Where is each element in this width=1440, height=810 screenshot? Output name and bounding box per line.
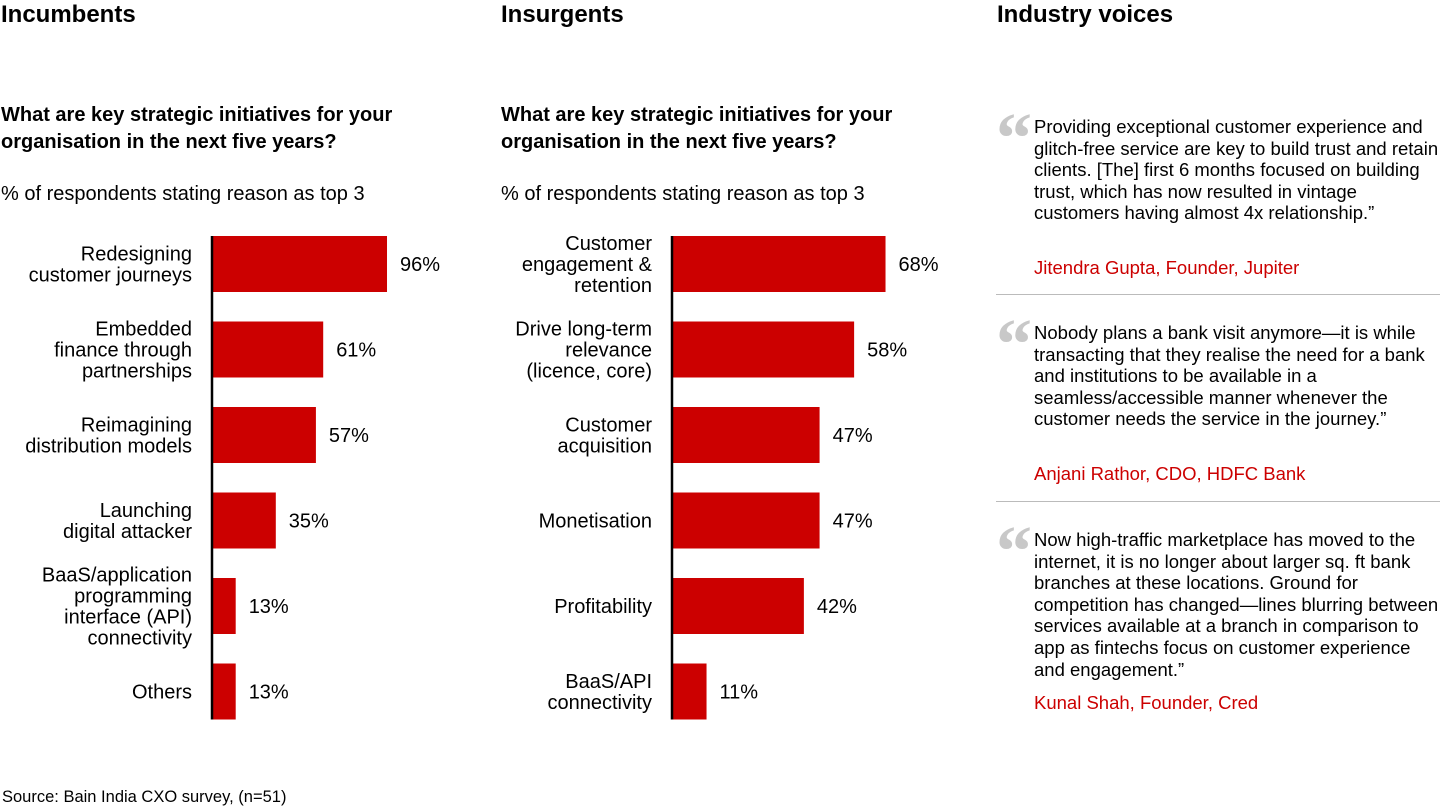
value-label: 57% [329, 425, 369, 447]
category-label-line: programming [74, 586, 192, 608]
category-label-line: BaaS/API [565, 671, 652, 693]
category-label-line: (licence, core) [526, 361, 652, 383]
category-label-line: acquisition [557, 436, 652, 458]
category-label-line: Launching [100, 500, 192, 522]
incumbents-title: Incumbents [1, 1, 136, 28]
category-label-line: retention [574, 275, 652, 297]
category-label-line: BaaS/application [42, 565, 192, 587]
category-label-line: digital attacker [63, 521, 192, 543]
category-label-line: Profitability [554, 596, 652, 618]
bar [212, 321, 324, 378]
bar [672, 407, 820, 463]
insurgents-subtitle: % of respondents stating reason as top 3 [501, 183, 865, 205]
bar [672, 663, 707, 720]
category-label: BaaS/API connectivity [548, 671, 653, 714]
value-label: 96% [400, 254, 440, 276]
quote-open-icon: “ [996, 304, 1032, 384]
category-label-line: partnerships [82, 361, 192, 383]
quote-author: Jitendra Gupta, Founder, Jupiter [1034, 257, 1300, 278]
bar [212, 407, 316, 463]
value-label: 47% [833, 425, 873, 447]
incumbents-question: What are key strategic initiatives for y… [1, 104, 393, 153]
category-label-line: Customer [565, 233, 652, 255]
quote-open-icon: “ [996, 98, 1032, 178]
value-label: 68% [899, 254, 939, 276]
quote-divider [996, 501, 1440, 502]
category-label-line: Drive long-term [515, 319, 652, 341]
category-label-line: distribution models [25, 436, 192, 458]
category-label-line: connectivity [88, 628, 193, 650]
bar [672, 236, 886, 292]
quote-text: Providing exceptional customer experienc… [1034, 116, 1439, 224]
bar [212, 492, 276, 549]
category-label-line: Redesigning [81, 244, 192, 266]
category-label: BaaS/application programming interface (AP… [42, 565, 192, 650]
bar [212, 578, 236, 634]
category-label-line: Customer [565, 415, 652, 437]
category-label: Profitability [554, 596, 652, 618]
category-label-line: engagement & [522, 254, 653, 276]
category-label-line: relevance [565, 340, 652, 362]
category-label: Reimagining distribution models [25, 415, 192, 458]
value-label: 13% [249, 682, 289, 704]
incumbents-bar-chart: 96% Redesigning customer journeys 61% Embedd… [25, 236, 440, 720]
industry-voices-title: Industry voices [997, 1, 1174, 28]
category-label-line: Reimagining [81, 415, 192, 437]
quote-open-icon: “ [996, 511, 1032, 591]
bar [672, 492, 820, 549]
quote-divider [996, 294, 1440, 295]
category-label-line: connectivity [548, 692, 653, 714]
category-label: Launching digital attacker [63, 500, 192, 543]
category-label: Customer engagement & retention [522, 233, 653, 297]
incumbents-panel: Incumbents What are key strategic initia… [0, 0, 480, 760]
value-label: 42% [817, 596, 857, 618]
insurgents-title: Insurgents [501, 1, 624, 28]
category-label: Customer acquisition [557, 415, 652, 458]
category-label: Drive long-term relevance (licence, core) [515, 319, 652, 383]
value-label: 11% [720, 682, 759, 704]
quote-text: Now high-traffic marketplace has moved t… [1034, 529, 1439, 680]
category-label: Redesigning customer journeys [29, 244, 192, 287]
category-label-line: customer journeys [29, 265, 192, 287]
value-label: 47% [833, 511, 873, 533]
category-label: Monetisation [539, 511, 652, 533]
bar [212, 663, 236, 720]
category-label: Others [132, 682, 192, 704]
incumbents-subtitle: % of respondents stating reason as top 3 [1, 183, 365, 205]
quote-author: Kunal Shah, Founder, Cred [1034, 692, 1259, 713]
insurgents-question: What are key strategic initiatives for y… [501, 104, 893, 153]
industry-voices-panel: Industry voices “ Providing exceptional … [996, 0, 1440, 760]
value-label: 35% [289, 511, 329, 533]
bar [212, 236, 388, 292]
value-label: 58% [867, 340, 907, 362]
quote-text: Nobody plans a bank visit anymore—it is … [1034, 322, 1425, 430]
quote-author: Anjani Rathor, CDO, HDFC Bank [1034, 463, 1306, 484]
value-label: 13% [249, 596, 289, 618]
category-label-line: Others [132, 682, 192, 704]
bar [672, 321, 855, 378]
bar [672, 578, 804, 634]
source-note: Source: Bain India CXO survey, (n=51) [2, 788, 287, 806]
category-label-line: interface (API) [64, 607, 192, 629]
category-label-line: Monetisation [539, 511, 652, 533]
value-label: 61% [336, 340, 376, 362]
insurgents-panel: Insurgents What are key strategic initia… [500, 0, 980, 760]
category-label-line: finance through [54, 340, 192, 362]
insurgents-bar-chart: 68%Customer engagement & retention58%Drive… [515, 233, 939, 720]
category-label: Embedded finance through partnerships [54, 319, 192, 383]
category-label-line: Embedded [95, 319, 192, 341]
